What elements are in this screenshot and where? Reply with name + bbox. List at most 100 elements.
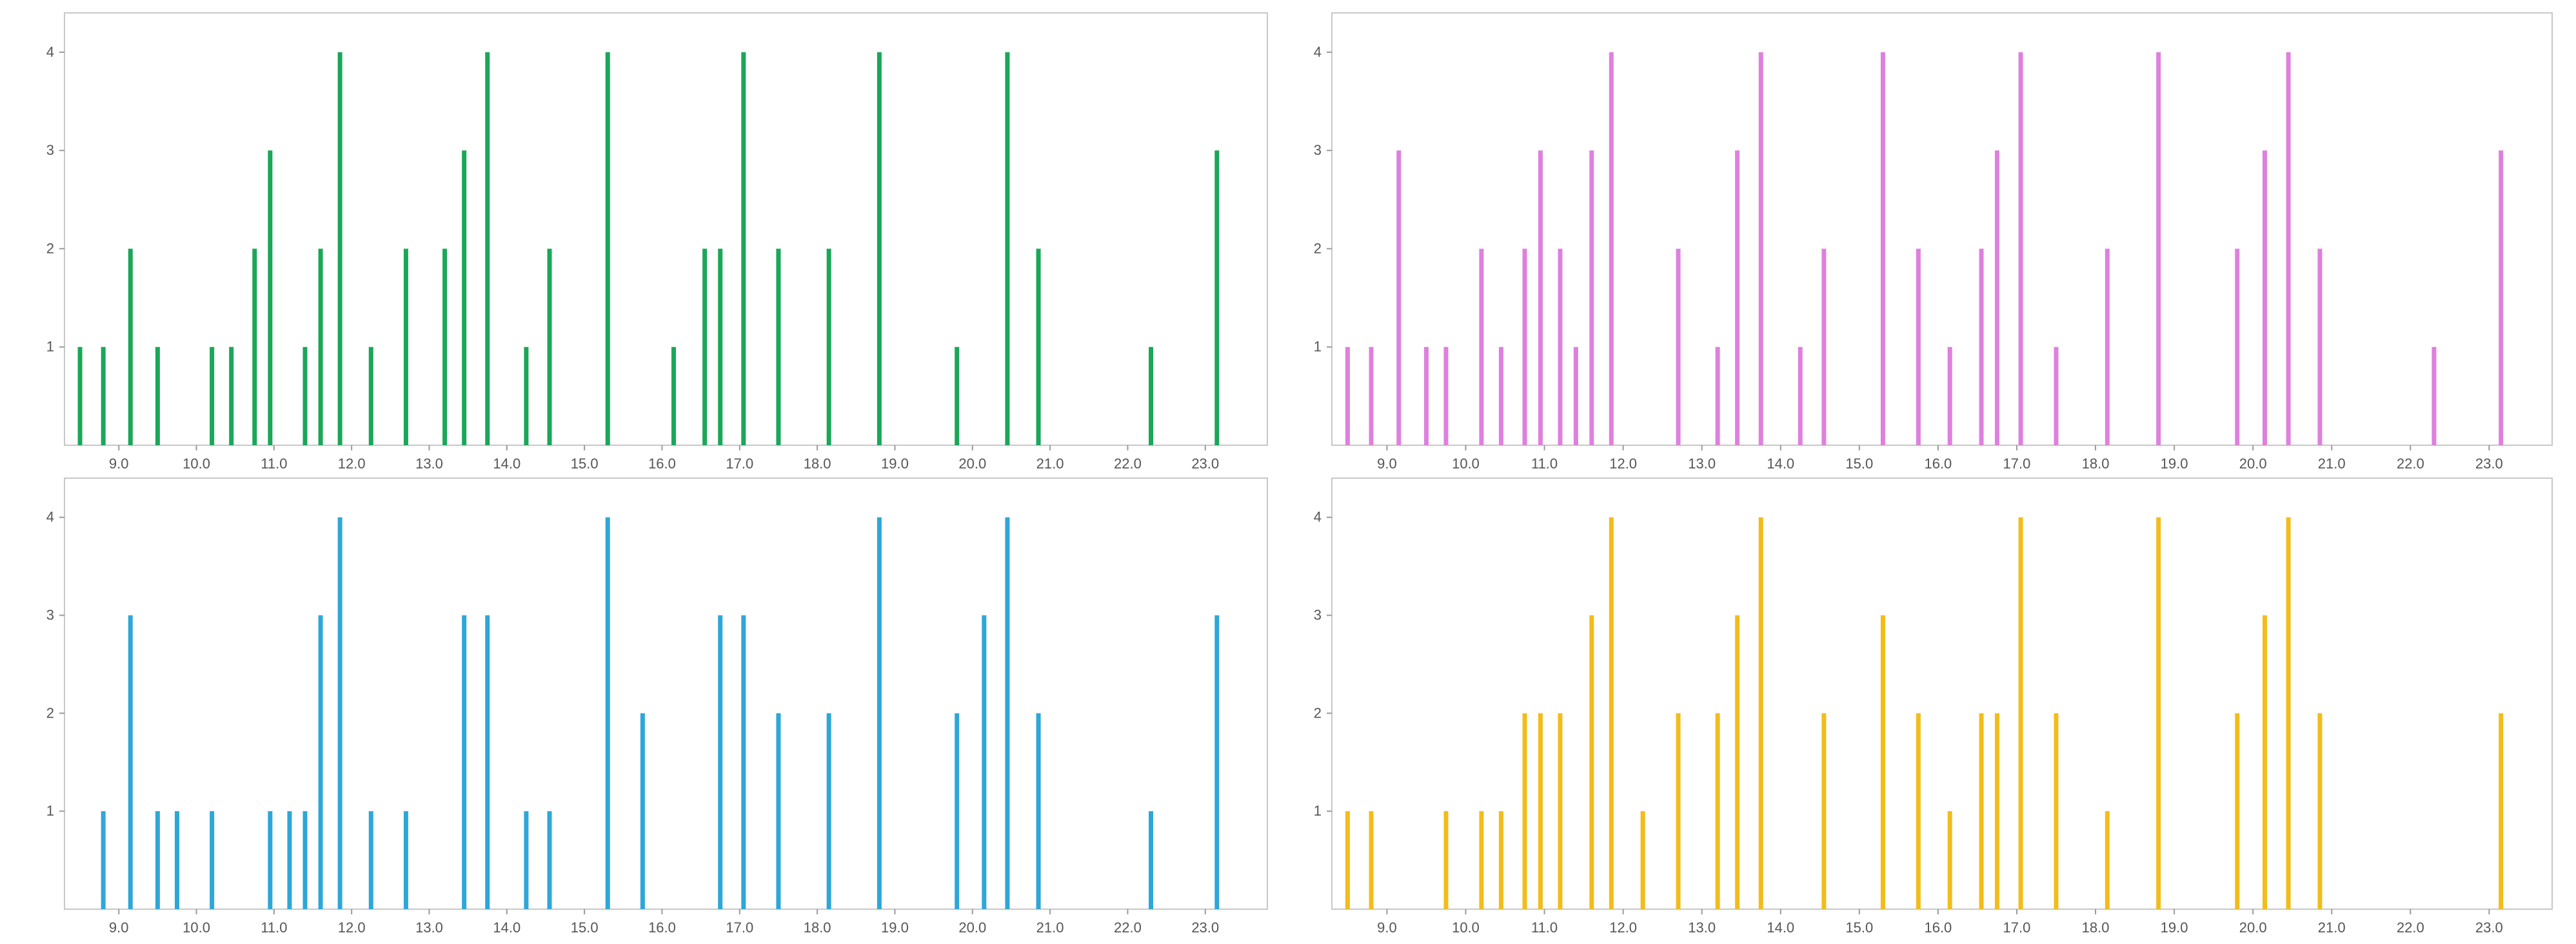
bar	[1821, 248, 1827, 445]
bar	[155, 346, 160, 445]
x-tick-label: 13.0	[415, 919, 443, 936]
x-tick-label: 15.0	[1845, 456, 1873, 472]
y-tick-label: 4	[1314, 44, 1322, 60]
x-tick-label: 16.0	[648, 456, 676, 472]
bar	[368, 811, 373, 909]
bar	[1479, 248, 1484, 445]
x-tick-label: 20.0	[2239, 919, 2267, 936]
bar	[605, 52, 610, 446]
bar	[640, 713, 645, 909]
bar	[368, 346, 373, 445]
y-tick-label: 1	[46, 339, 54, 355]
bar	[1821, 713, 1827, 909]
x-tick-label: 20.0	[2239, 456, 2267, 472]
x-tick-label: 21.0	[2318, 456, 2346, 472]
bar	[1979, 248, 1984, 445]
x-tick-label: 10.0	[1452, 456, 1480, 472]
bar	[268, 811, 273, 909]
chart-panel-green: 1 2 3 4 9.0 10.0 11.0 12.0 13.0 14.0 15.0 16.0 17.0 1…	[0, 0, 1288, 472]
bar	[318, 248, 323, 445]
x-tick-label: 16.0	[1924, 919, 1952, 936]
bar	[776, 713, 781, 909]
x-tick-label: 19.0	[2161, 456, 2188, 472]
bar	[462, 150, 467, 445]
bar	[1538, 713, 1543, 909]
bar	[1498, 346, 1503, 445]
x-tick-label: 20.0	[958, 456, 986, 472]
bar	[485, 615, 490, 909]
x-tick-label: 10.0	[183, 919, 210, 936]
bar	[1443, 811, 1449, 909]
bar	[1005, 517, 1010, 909]
bar	[1916, 713, 1921, 909]
bar	[403, 811, 408, 909]
bar	[2499, 713, 2504, 909]
bar	[2105, 811, 2110, 909]
bar	[210, 811, 215, 909]
bar	[718, 615, 723, 909]
x-tick-label: 19.0	[881, 456, 909, 472]
y-tick-label: 3	[1314, 142, 1322, 158]
bar	[2286, 517, 2291, 909]
bar	[1735, 150, 1740, 445]
bar	[2235, 248, 2240, 445]
bar	[210, 346, 215, 445]
bar	[955, 713, 960, 909]
x-tick-label: 16.0	[1924, 456, 1952, 472]
bar	[1149, 811, 1154, 909]
x-tick-label: 23.0	[1191, 919, 1219, 936]
bar	[485, 52, 490, 446]
x-tick-label: 17.0	[2003, 456, 2031, 472]
x-tick-label: 10.0	[1452, 919, 1480, 936]
bar	[776, 248, 781, 445]
x-tick-label: 18.0	[2082, 919, 2110, 936]
chart-svg-blue: 1 2 3 4 9.0 10.0 11.0 12.0 13.0 14.0 15.0 16.0 17.0 1…	[46, 477, 1268, 936]
chart-svg-green: 1 2 3 4 9.0 10.0 11.0 12.0 13.0 14.0 15.0 16.0 17.0 1…	[46, 12, 1268, 472]
y-tick-label: 2	[1314, 705, 1322, 721]
bar	[877, 52, 882, 446]
bar	[2432, 346, 2437, 445]
bar	[1979, 713, 1984, 909]
bar	[702, 248, 708, 445]
bar	[1609, 52, 1614, 446]
bar	[1036, 248, 1041, 445]
bar	[462, 615, 467, 909]
bar	[155, 811, 160, 909]
bar	[718, 248, 723, 445]
bar	[2018, 52, 2023, 446]
y-tick-label: 3	[46, 142, 54, 158]
plot-frame	[64, 12, 1268, 446]
bar	[1676, 248, 1681, 445]
x-tick-label: 10.0	[183, 456, 210, 472]
bar	[268, 150, 273, 445]
bar	[1498, 811, 1503, 909]
plot-frame	[1331, 12, 2553, 446]
bar	[2054, 346, 2059, 445]
x-tick-label: 12.0	[338, 919, 366, 936]
y-tick-label: 1	[1314, 803, 1322, 819]
bar	[1423, 346, 1429, 445]
x-tick-label: 18.0	[804, 456, 831, 472]
plot-frame	[1331, 477, 2553, 910]
x-tick-label: 9.0	[1377, 919, 1397, 936]
x-tick-label: 14.0	[1767, 919, 1794, 936]
bar	[174, 811, 179, 909]
bar	[524, 811, 529, 909]
bar	[2262, 150, 2267, 445]
bar	[1522, 713, 1527, 909]
x-tick-label: 23.0	[2475, 919, 2503, 936]
y-tick-label: 2	[46, 705, 54, 721]
bar	[302, 346, 308, 445]
bar	[2156, 52, 2161, 446]
bar	[1396, 150, 1402, 445]
bar	[2105, 248, 2110, 445]
bar	[982, 615, 987, 909]
y-tick-label: 2	[1314, 240, 1322, 256]
x-tick-label: 19.0	[881, 919, 909, 936]
x-tick-label: 11.0	[261, 919, 287, 936]
bar	[318, 615, 323, 909]
y-tick-label: 3	[1314, 607, 1322, 623]
bar	[1214, 150, 1220, 445]
bar	[1369, 811, 1374, 909]
